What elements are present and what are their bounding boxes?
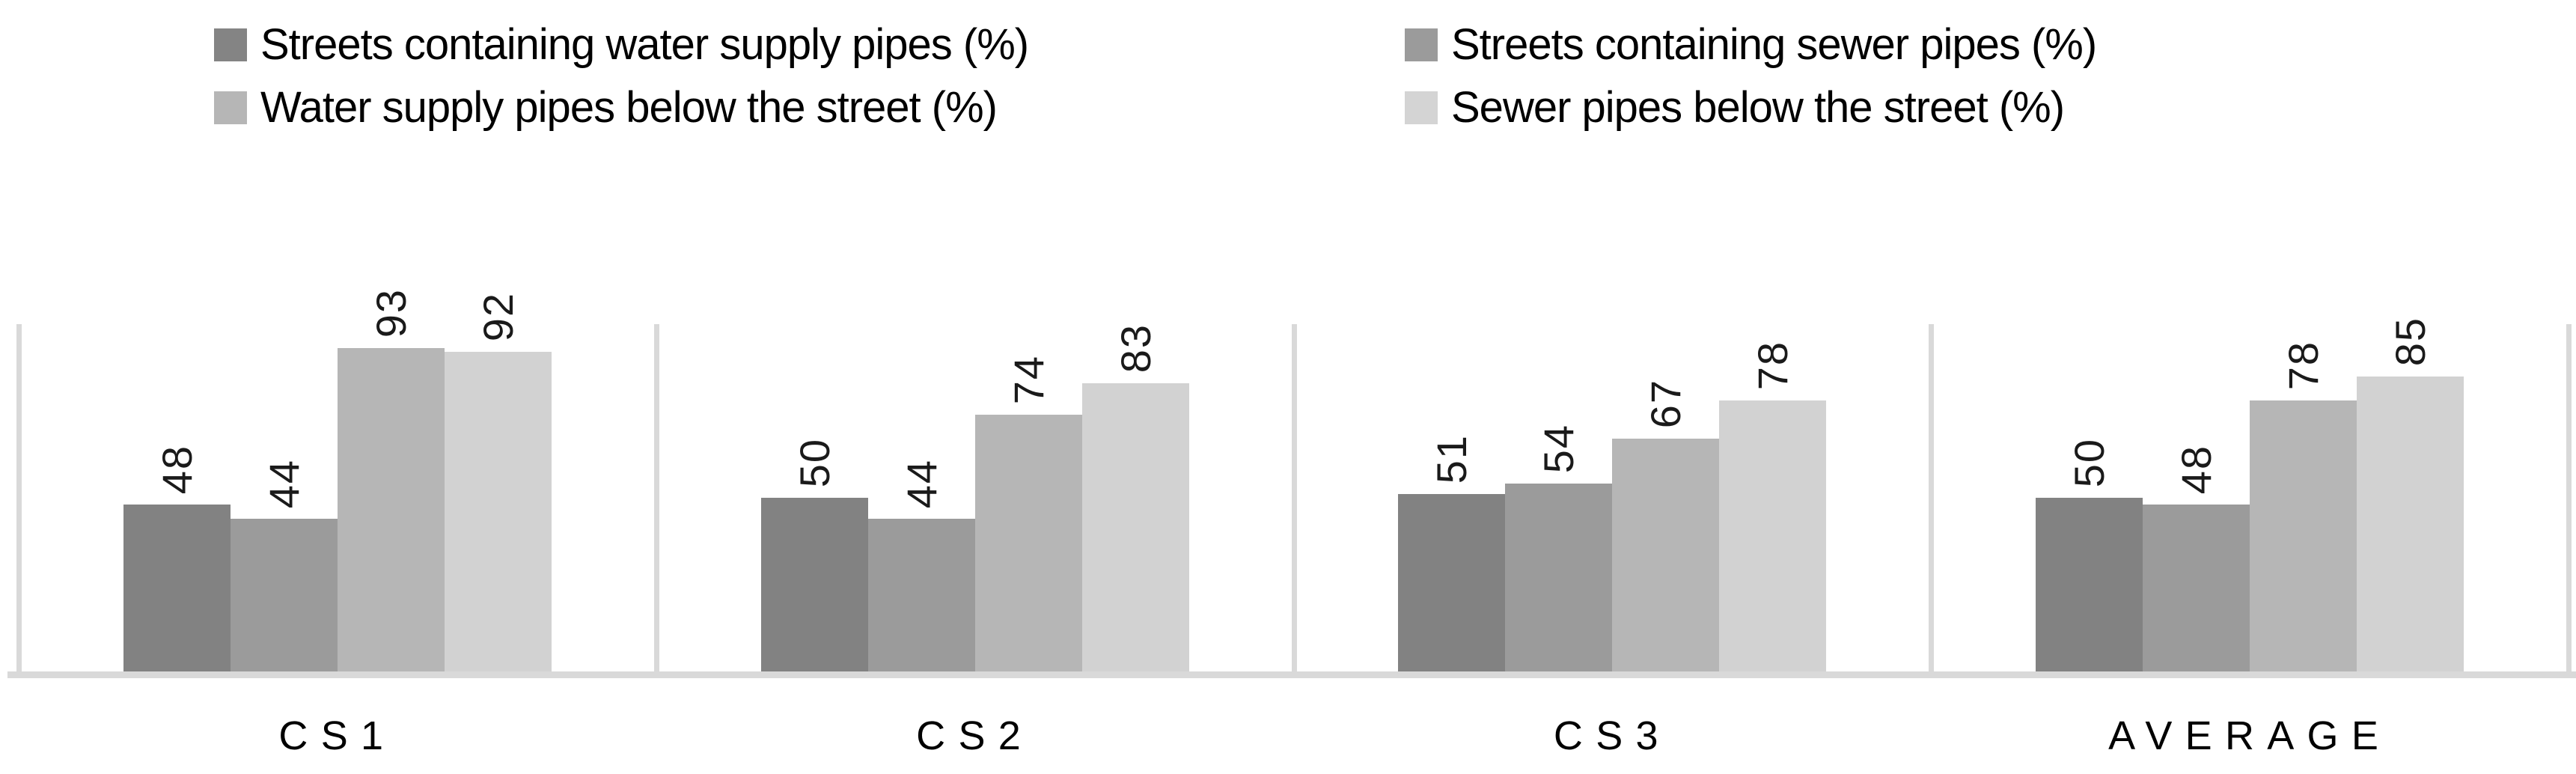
legend-item-water-streets: Streets containing water supply pipes (%… bbox=[214, 23, 1405, 67]
legend-label: Water supply pipes below the street (%) bbox=[260, 83, 998, 132]
bar bbox=[2143, 505, 2250, 671]
legend-label: Sewer pipes below the street (%) bbox=[1451, 83, 2065, 132]
bar bbox=[231, 519, 338, 671]
bar bbox=[1398, 494, 1505, 671]
bar-value-label: 54 bbox=[1534, 423, 1582, 473]
bar-value-label: 48 bbox=[2172, 444, 2220, 494]
chart-legend: Streets containing water supply pipes (%… bbox=[214, 13, 2097, 139]
bar bbox=[1612, 439, 1719, 671]
bar-value-label: 51 bbox=[1427, 433, 1475, 484]
bar bbox=[761, 498, 868, 671]
bar-value-label: 74 bbox=[1004, 354, 1052, 404]
bar bbox=[338, 348, 445, 671]
bar-value-label: 93 bbox=[367, 287, 415, 338]
category-separator-gridline bbox=[1929, 324, 1935, 671]
bar bbox=[868, 519, 975, 671]
bar-value-label: 44 bbox=[260, 458, 308, 508]
legend-swatch-icon bbox=[214, 28, 247, 61]
bar-value-label: 78 bbox=[1748, 340, 1796, 390]
category-label: CS2 bbox=[916, 713, 1034, 758]
bar bbox=[2357, 377, 2464, 671]
bar-value-label: 92 bbox=[474, 291, 522, 341]
bar-value-label: 50 bbox=[790, 437, 838, 487]
bar-value-label: 48 bbox=[153, 444, 201, 494]
bar bbox=[1505, 484, 1612, 671]
bar bbox=[975, 415, 1082, 671]
bar bbox=[123, 505, 231, 671]
bar-value-label: 67 bbox=[1641, 378, 1689, 428]
bar bbox=[445, 352, 552, 671]
legend-item-sewer-below: Sewer pipes below the street (%) bbox=[1405, 86, 2096, 129]
category-label: AVERAGE bbox=[2108, 713, 2392, 758]
bar bbox=[1719, 400, 1826, 671]
bar-value-label: 78 bbox=[2279, 340, 2327, 390]
bar bbox=[2250, 400, 2357, 671]
legend-label: Streets containing water supply pipes (%… bbox=[260, 20, 1029, 69]
legend-item-water-below: Water supply pipes below the street (%) bbox=[214, 86, 1405, 129]
category-separator-gridline bbox=[653, 324, 659, 671]
bar-value-label: 85 bbox=[2386, 316, 2434, 366]
category-separator-gridline bbox=[2566, 324, 2572, 671]
category-label: CS3 bbox=[1553, 713, 1671, 758]
bar bbox=[1082, 383, 1189, 671]
category-separator-gridline bbox=[1291, 324, 1297, 671]
bar-value-label: 83 bbox=[1111, 323, 1159, 373]
category-label: CS1 bbox=[278, 713, 397, 758]
legend-swatch-icon bbox=[1405, 28, 1438, 61]
category-separator-gridline bbox=[16, 324, 22, 671]
bar bbox=[2036, 498, 2143, 671]
legend-swatch-icon bbox=[1405, 91, 1438, 124]
legend-label: Streets containing sewer pipes (%) bbox=[1451, 20, 2097, 69]
legend-swatch-icon bbox=[214, 91, 247, 124]
bar-value-label: 44 bbox=[897, 458, 945, 508]
x-axis-line bbox=[7, 671, 2576, 678]
legend-item-sewer-streets: Streets containing sewer pipes (%) bbox=[1405, 20, 2097, 69]
bar-value-label: 50 bbox=[2065, 437, 2113, 487]
